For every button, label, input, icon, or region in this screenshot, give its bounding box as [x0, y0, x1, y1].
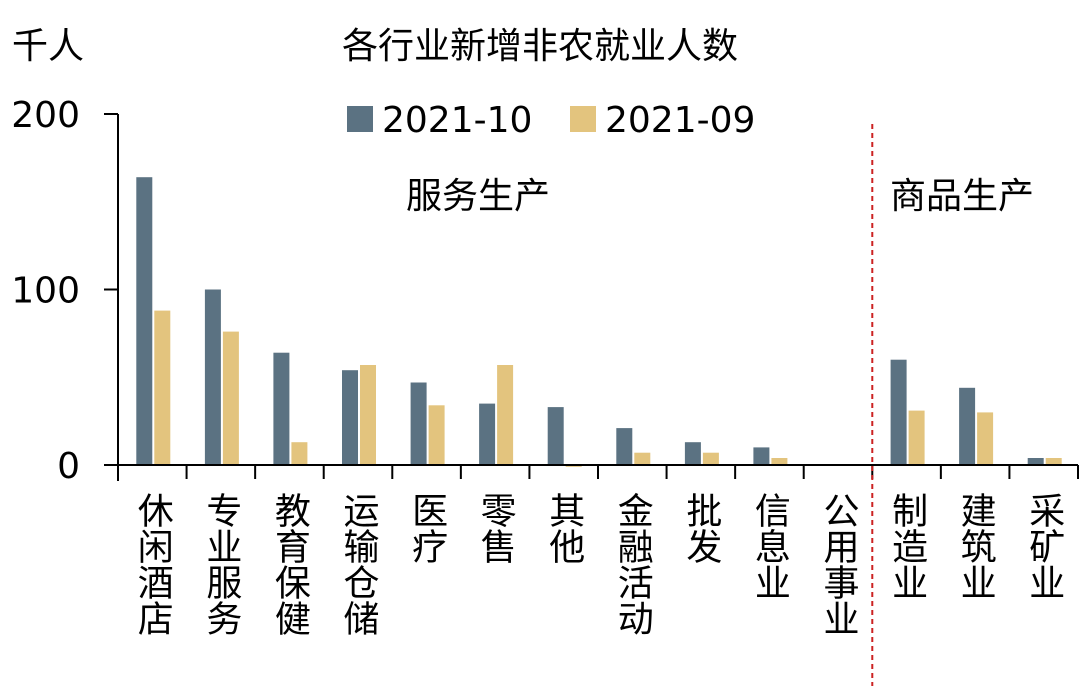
bar-2021-09-制造业	[908, 410, 925, 465]
x-tick-label: 采矿业	[1023, 492, 1064, 600]
bar-2021-10-其他	[547, 407, 564, 465]
y-tick-label: 0	[57, 446, 80, 487]
x-tick-label: 医疗	[406, 492, 447, 564]
bar-2021-09-零售	[497, 365, 514, 465]
bar-2021-10-建筑业	[959, 387, 976, 465]
x-tick-label: 专业服务	[200, 492, 241, 636]
group-label-goods: 商品生产	[890, 176, 1034, 217]
y-axis-ticks: 0 100 200	[11, 95, 118, 487]
bar-2021-10-批发	[684, 442, 701, 465]
x-tick-label: 教育保健	[269, 492, 311, 636]
axes	[117, 114, 1079, 481]
x-tick-label: 信息业	[749, 492, 790, 600]
bar-2021-09-专业服务	[222, 331, 239, 465]
x-tick-label: 运输仓储	[338, 492, 380, 636]
legend-swatch-2021-09	[570, 106, 596, 132]
bars	[136, 177, 1062, 467]
bar-2021-10-医疗	[410, 382, 427, 465]
x-tick-label: 公用事业	[818, 492, 859, 636]
x-axis-labels: 休闲酒店 专业服务 教育保健 运输仓储 医疗 零售 其他 金融活动 批发 信息业 公用事业 制造业 建筑…	[132, 492, 1064, 636]
bar-2021-09-批发	[702, 452, 719, 465]
bar-2021-10-专业服务	[204, 289, 221, 465]
chart-title: 各行业新增非农就业人数	[342, 26, 738, 67]
bar-2021-09-采矿业	[1045, 458, 1062, 465]
legend: 2021-10 2021-09	[347, 100, 755, 141]
bar-2021-10-金融活动	[616, 428, 633, 465]
y-axis-label: 千人	[12, 26, 84, 67]
bar-2021-10-教育保健	[273, 352, 290, 465]
bar-2021-09-医疗	[428, 405, 445, 465]
legend-label-2021-09: 2021-09	[605, 100, 755, 141]
x-tick-label: 休闲酒店	[132, 492, 174, 636]
x-tick-label: 零售	[475, 492, 516, 564]
bar-2021-09-运输仓储	[360, 365, 376, 465]
x-tick-label: 金融活动	[612, 492, 653, 636]
legend-label-2021-10: 2021-10	[382, 100, 532, 141]
bar-2021-10-零售	[479, 403, 496, 465]
x-tick-label: 建筑业	[955, 492, 996, 600]
bar-2021-09-休闲酒店	[154, 310, 171, 465]
y-tick-label: 200	[11, 95, 80, 136]
group-label-services: 服务生产	[406, 176, 550, 217]
bar-2021-10-采矿业	[1027, 458, 1044, 465]
bar-2021-10-运输仓储	[342, 370, 358, 465]
bar-2021-09-金融活动	[634, 452, 651, 465]
x-tick-label: 批发	[680, 492, 721, 564]
bar-2021-09-信息业	[771, 458, 788, 465]
x-tick-label: 其他	[543, 492, 585, 564]
bar-2021-09-教育保健	[291, 442, 308, 465]
bar-2021-10-休闲酒店	[136, 177, 153, 465]
legend-swatch-2021-10	[347, 106, 373, 132]
bar-2021-09-建筑业	[977, 412, 994, 465]
bar-2021-10-信息业	[753, 447, 770, 465]
x-tick-label: 制造业	[886, 492, 927, 600]
y-tick-label: 100	[11, 271, 80, 312]
bar-2021-10-制造业	[890, 359, 907, 465]
